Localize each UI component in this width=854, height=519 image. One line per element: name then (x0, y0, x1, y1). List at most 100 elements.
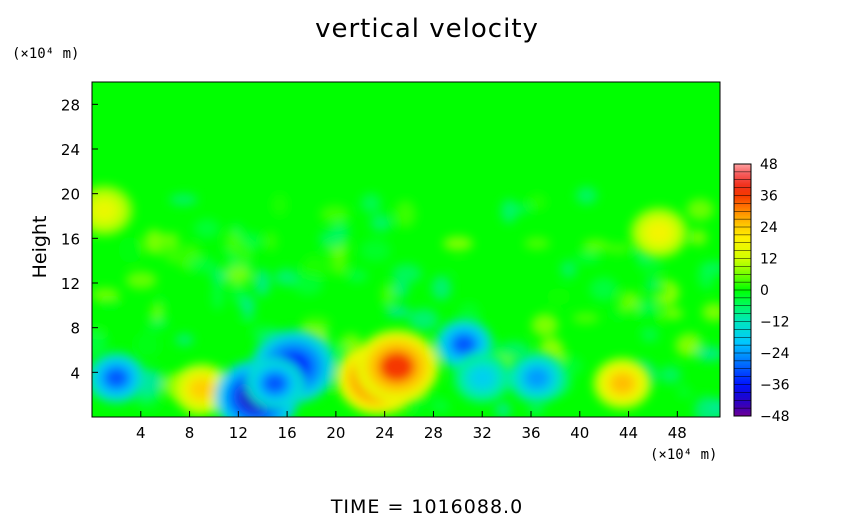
colorbar-tick-label: −12 (760, 315, 790, 331)
turbulence-cell (144, 229, 165, 255)
y-tick-label: 20 (61, 186, 80, 204)
turbulence-cell (443, 236, 473, 251)
anomaly-blob (609, 372, 636, 395)
turbulence-cell (546, 288, 571, 306)
colorbar-tick-label: −36 (760, 378, 790, 394)
chart-title: vertical velocity (315, 14, 539, 44)
turbulence-cell (211, 282, 224, 311)
turbulence-cell (575, 186, 598, 205)
x-axis: 4 8 12 16 20 24 28 32 36 40 44 48 (136, 411, 687, 442)
plot-area (92, 82, 720, 417)
colorbar-frame (733, 163, 752, 417)
x-tick-label: 24 (375, 424, 394, 442)
x-tick-label: 8 (185, 424, 195, 442)
turbulence-cell (686, 198, 714, 221)
turbulence-cell (134, 331, 161, 359)
turbulence-cell (702, 302, 720, 322)
y-unit-label: (×10⁴ m) (12, 46, 80, 62)
x-tick-label: 12 (229, 424, 248, 442)
y-axis: 4 8 12 16 20 24 28 (61, 96, 98, 382)
turbulence-cell (528, 400, 544, 417)
turbulence-cell (161, 233, 180, 244)
turbulence-cell (644, 282, 672, 299)
anomaly-blob (262, 372, 288, 395)
turbulence-cell (319, 205, 350, 223)
turbulence-cell (346, 269, 368, 283)
x-tick-label: 4 (136, 424, 146, 442)
turbulence-cell (360, 239, 391, 262)
plot-frame (91, 81, 721, 418)
turbulence-cell (301, 316, 331, 331)
colorbar-tick-label: 0 (760, 283, 769, 299)
turbulence-cell (576, 251, 601, 264)
colorbar-tick-label: −24 (760, 346, 790, 362)
turbulence-cell (453, 262, 468, 273)
x-tick-label: 20 (326, 424, 345, 442)
colorbar: 48 36 24 12 0 −12 −24 −36 −48 (733, 157, 790, 425)
anomaly-blob (469, 367, 495, 389)
turbulence-cell (677, 385, 692, 399)
anomaly-blob (524, 367, 550, 389)
y-tick-label: 8 (70, 320, 80, 338)
turbulence-cell (695, 346, 720, 362)
turbulence-cell (572, 312, 600, 324)
turbulence-cell (220, 266, 252, 284)
turbulence-cell (589, 277, 618, 301)
turbulence-cell (293, 275, 323, 296)
turbulence-cell (394, 200, 416, 228)
turbulence-cell (240, 295, 255, 317)
turbulence-cell (118, 236, 142, 264)
turbulence-cell (604, 243, 629, 255)
anomaly-blob (451, 333, 477, 356)
turbulence-cell (169, 194, 198, 206)
turbulence-cell (125, 271, 157, 289)
turbulence-cell (391, 280, 409, 299)
turbulence-cell (659, 366, 682, 384)
turbulence-cell (188, 256, 217, 273)
anomaly-layer (92, 185, 688, 417)
turbulence-cell (694, 396, 720, 417)
turbulence-cell (322, 386, 340, 397)
y-tick-label: 24 (61, 141, 80, 159)
y-tick-label: 28 (61, 96, 80, 114)
turbulence-cell (274, 269, 299, 286)
anomaly-blob (646, 221, 672, 244)
turbulence-cell (147, 317, 168, 329)
turbulence-cell (240, 318, 259, 330)
anomaly-blob (189, 378, 215, 400)
turbulence-cell (381, 283, 395, 307)
y-tick-label: 4 (70, 364, 80, 382)
x-tick-label: 40 (570, 424, 589, 442)
turbulence-cell (503, 203, 531, 215)
turbulence-cell (263, 231, 278, 251)
turbulence-cell (675, 333, 701, 357)
turbulence-cell (495, 402, 511, 417)
turbulence-cell (232, 241, 253, 267)
turbulence-cell (92, 328, 108, 357)
turbulence-cell (698, 262, 715, 290)
colorbar-tick-label: 36 (760, 189, 778, 205)
turbulence-cell (662, 307, 684, 320)
anomaly-blob (103, 367, 129, 389)
time-label: TIME = 1016088.0 (330, 496, 524, 518)
turbulence-cell (498, 341, 530, 360)
turbulence-cell (527, 193, 547, 211)
turbulence-cell (272, 193, 288, 216)
turbulence-cell (230, 280, 246, 305)
turbulence-cell (193, 218, 221, 239)
turbulence-cell (385, 305, 411, 318)
anomaly-blob (92, 199, 117, 222)
turbulence-cell (637, 255, 665, 275)
colorbar-tick-label: 24 (760, 220, 778, 236)
x-tick-label: 28 (424, 424, 443, 442)
turbulence-cell (531, 313, 559, 337)
turbulence-cell (524, 237, 550, 250)
turbulence-cell (160, 246, 192, 262)
turbulence-cell (253, 269, 271, 297)
anomaly-blob (378, 351, 416, 383)
colorbar-tick-label: −48 (760, 409, 790, 425)
turbulence-cell (318, 229, 347, 250)
turbulence-cell (92, 288, 120, 301)
